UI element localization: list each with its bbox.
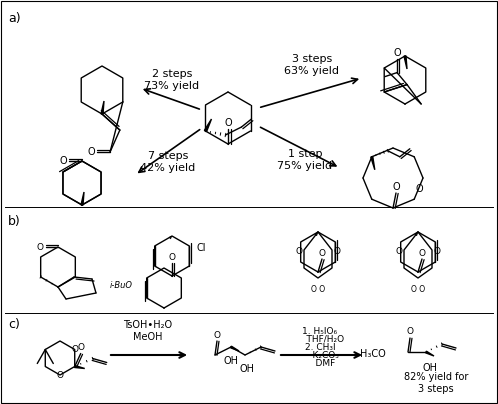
Text: O: O: [295, 248, 302, 257]
Text: O: O: [334, 248, 341, 257]
Text: i-BuO: i-BuO: [110, 282, 132, 290]
Text: O: O: [59, 156, 67, 166]
Text: OH: OH: [422, 363, 438, 373]
Text: OH: OH: [224, 356, 239, 366]
Polygon shape: [404, 56, 407, 69]
Text: 7 steps
42% yield: 7 steps 42% yield: [140, 151, 196, 173]
Text: O: O: [77, 343, 84, 352]
Text: O: O: [168, 252, 175, 261]
Text: O: O: [224, 118, 232, 128]
Text: K₂CO₃: K₂CO₃: [301, 351, 339, 360]
Polygon shape: [371, 157, 375, 170]
Text: Cl: Cl: [197, 243, 206, 253]
Text: H₃CO: H₃CO: [360, 349, 386, 359]
Text: 82% yield for
3 steps: 82% yield for 3 steps: [404, 372, 468, 393]
Text: O: O: [87, 147, 95, 157]
Text: a): a): [8, 12, 20, 25]
Text: c): c): [8, 318, 20, 331]
Text: O: O: [319, 248, 326, 257]
Text: O: O: [392, 182, 400, 192]
Text: b): b): [8, 215, 21, 228]
Text: THF/H₂O: THF/H₂O: [295, 335, 345, 344]
Text: O O: O O: [411, 286, 425, 295]
Text: 2 steps
73% yield: 2 steps 73% yield: [144, 69, 200, 91]
Text: O: O: [36, 242, 43, 252]
Text: O: O: [406, 328, 413, 337]
Text: O: O: [214, 330, 221, 339]
Text: 1. H₅IO₆: 1. H₅IO₆: [302, 327, 338, 336]
Text: O: O: [418, 248, 425, 257]
Text: 3 steps
63% yield: 3 steps 63% yield: [284, 54, 340, 76]
Polygon shape: [81, 192, 84, 205]
Text: O O: O O: [311, 286, 325, 295]
Text: 2. CH₃I: 2. CH₃I: [305, 343, 335, 352]
Polygon shape: [75, 366, 85, 368]
Polygon shape: [426, 351, 434, 356]
Polygon shape: [101, 101, 104, 114]
Text: TsOH•H₂O
MeOH: TsOH•H₂O MeOH: [124, 320, 173, 342]
Text: O: O: [395, 248, 402, 257]
Text: O: O: [433, 248, 441, 257]
Text: OH: OH: [240, 364, 254, 374]
Text: O: O: [56, 370, 64, 379]
Text: DMF: DMF: [304, 359, 336, 368]
Text: 1 step
75% yield: 1 step 75% yield: [277, 149, 333, 171]
Text: O: O: [416, 183, 423, 194]
Polygon shape: [231, 346, 239, 351]
Polygon shape: [204, 119, 212, 132]
Text: O: O: [393, 48, 401, 58]
Text: O: O: [71, 345, 78, 354]
